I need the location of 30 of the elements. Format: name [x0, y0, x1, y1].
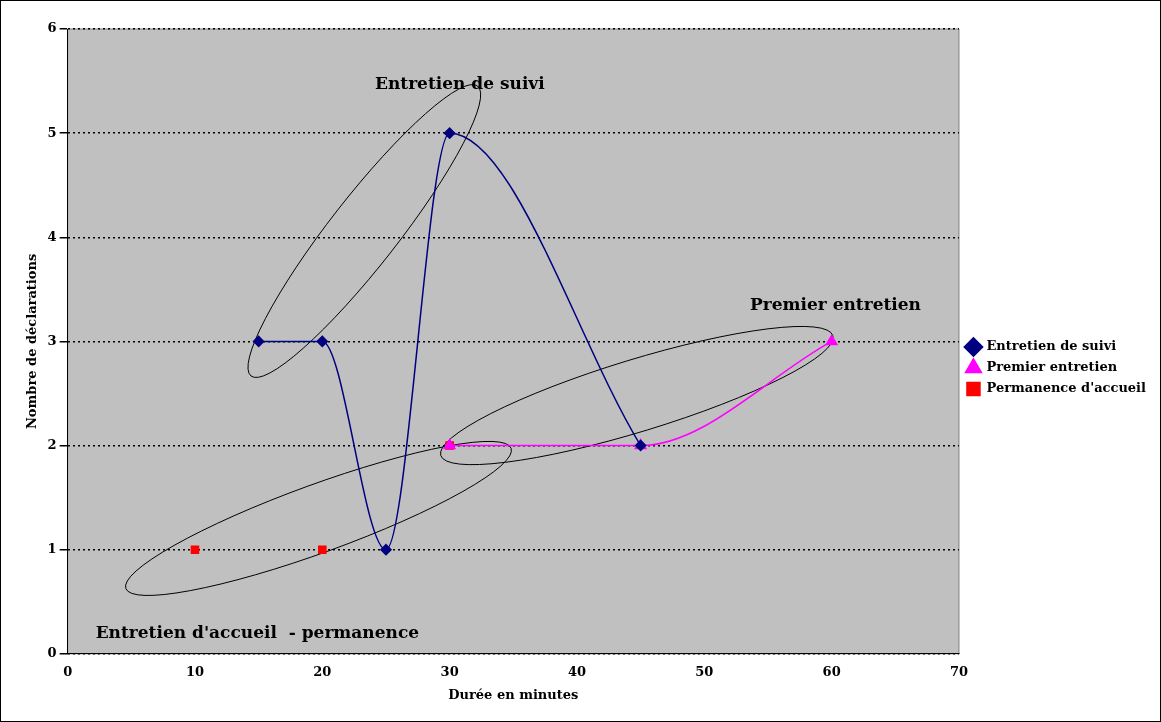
x-tick-label: 0 [63, 663, 73, 679]
point [318, 545, 327, 554]
annotation: Entretien de suivi [374, 72, 546, 93]
y-tick-label: 2 [47, 436, 57, 452]
legend-label: Entretien de suivi [986, 338, 1117, 354]
y-tick-label: 3 [47, 332, 57, 348]
x-tick-label: 60 [822, 663, 841, 679]
x-tick-label: 20 [313, 663, 332, 679]
y-tick-label: 1 [47, 541, 57, 557]
x-axis-title: Durée en minutes [448, 686, 579, 702]
point [316, 335, 329, 348]
y-tick-label: 5 [47, 124, 57, 140]
legend-label: Permanence d'accueil [986, 380, 1147, 396]
annotation: Premier entretien [749, 294, 921, 315]
annotation: Entretien d'accueil - permanence [95, 622, 420, 643]
y-axis-title: Nombre de déclarations [24, 253, 40, 430]
x-tick-label: 70 [949, 663, 969, 679]
y-tick-label: 0 [47, 645, 57, 661]
x-tick-label: 30 [440, 663, 459, 679]
point [190, 545, 200, 554]
legend-label: Premier entretien [986, 359, 1118, 375]
x-tick-label: 10 [185, 663, 205, 679]
point [443, 127, 456, 139]
y-tick-label: 4 [47, 228, 57, 244]
y-tick-label: 6 [47, 20, 57, 36]
point [825, 334, 838, 346]
point [252, 335, 265, 348]
x-tick-label: 50 [695, 663, 714, 679]
point [380, 543, 392, 556]
x-tick-label: 40 [567, 663, 587, 679]
